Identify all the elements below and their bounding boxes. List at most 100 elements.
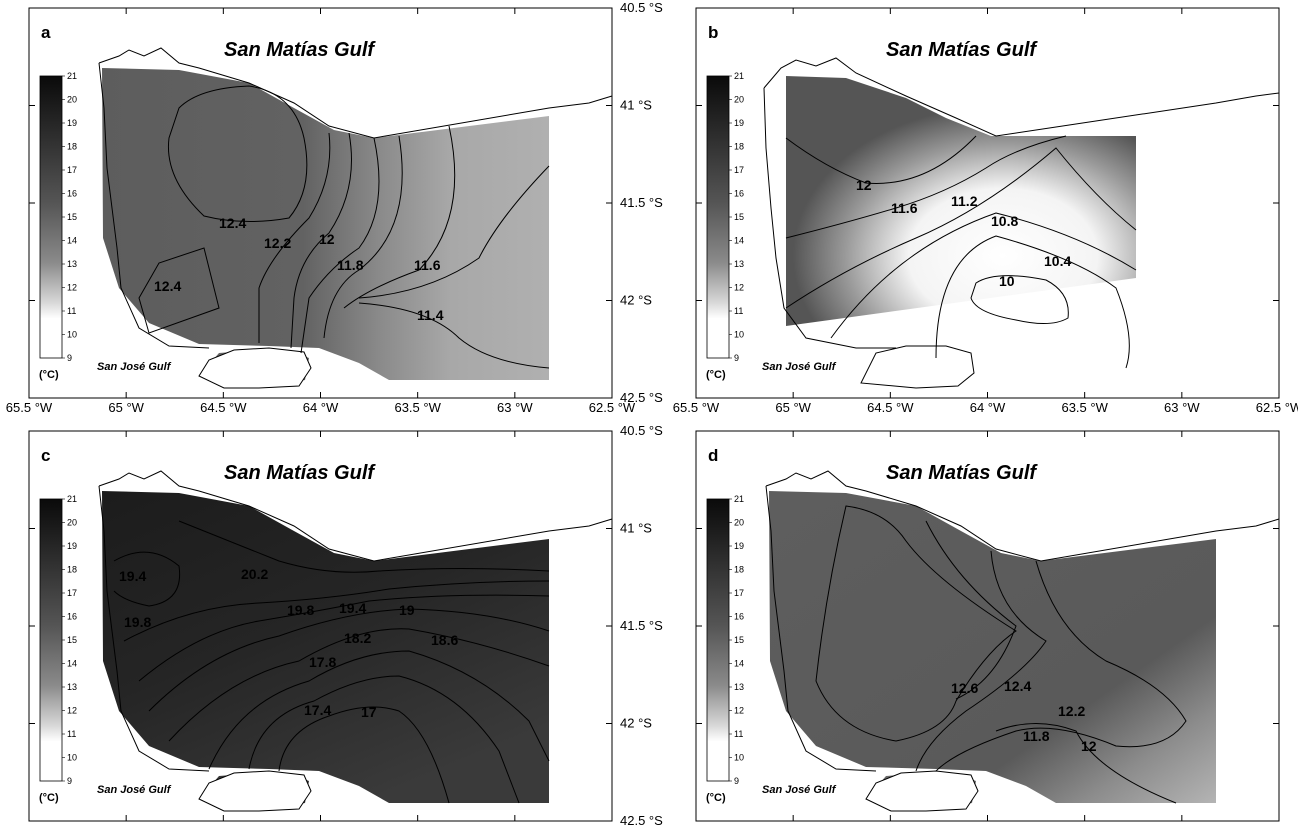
- isotherm-line: [167, 85, 308, 223]
- isotherm-line: [815, 505, 1017, 742]
- longitude-label: 65 °W: [108, 400, 144, 415]
- colorbar-tick-label: 19: [734, 541, 744, 551]
- colorbar-tick-label: 21: [67, 71, 77, 81]
- longitude-label: 65.5 °W: [6, 400, 53, 415]
- colorbar-tick-label: 15: [734, 212, 744, 222]
- colorbar-tick-label: 17: [67, 165, 77, 175]
- colorbar-tick-label: 10: [67, 330, 77, 340]
- isotherm-label: 19.4: [119, 568, 146, 584]
- latitude-label: 42 °S: [620, 716, 652, 731]
- colorbar-tick-label: 14: [734, 659, 744, 669]
- panel-letter: a: [41, 23, 51, 42]
- map-axes: 65.5 °W 65 °W 64.5 °W 64 °W 63.5 °W 63 °W 62.5…: [6, 0, 1298, 828]
- isotherm-label: 11.2: [951, 193, 978, 209]
- san-jose-gulf-label: San José Gulf: [97, 784, 172, 796]
- isotherm-label: 17.4: [304, 702, 331, 718]
- isotherm-line: [935, 560, 1187, 772]
- isotherm-line: [113, 551, 181, 607]
- isotherm-label: 17.8: [309, 654, 336, 670]
- colorbar-tick-label: 12: [734, 706, 744, 716]
- colorbar-tick-label: 14: [67, 236, 77, 246]
- colorbar-tick-label: 19: [734, 118, 744, 128]
- panel-c: 21 20 19 18 17 16 15 14 13 12 11 10 9 (°C) c San Mat…: [28, 430, 613, 822]
- colorbar-tick-label: 14: [67, 659, 77, 669]
- colorbar-tick-label: 13: [67, 259, 77, 269]
- isotherm-label: 12.6: [951, 680, 978, 696]
- panel-letter: d: [708, 446, 718, 465]
- coastline-west: [765, 485, 877, 772]
- peninsula-valdes: [860, 345, 975, 389]
- isotherm-label: 10: [999, 273, 1015, 289]
- isotherm-line: [323, 135, 403, 339]
- longitude-label: 63 °W: [497, 400, 533, 415]
- isotherm-label: 18.6: [431, 632, 458, 648]
- colorbar-tick-label: 10: [734, 330, 744, 340]
- colorbar-unit: (°C): [39, 369, 59, 381]
- colorbar-tick-label: 9: [67, 353, 72, 363]
- isotherm-line: [785, 135, 1067, 239]
- isotherm-line: [925, 520, 1017, 700]
- latitude-label: 41.5 °S: [620, 618, 663, 633]
- isotherm-label: 10.8: [991, 213, 1018, 229]
- isotherm-label: 12.2: [264, 235, 291, 251]
- longitude-label: 63 °W: [1164, 400, 1200, 415]
- isotherm-line: [138, 247, 220, 334]
- longitude-label: 63.5 °W: [1061, 400, 1108, 415]
- coastline: [763, 57, 1280, 137]
- colorbar-tick-label: 17: [734, 165, 744, 175]
- isotherm-label: 19.8: [287, 602, 314, 618]
- isotherm-line: [343, 125, 456, 309]
- colorbar-tick-label: 17: [67, 588, 77, 598]
- colorbar-tick-label: 16: [67, 189, 77, 199]
- gulf-title: San Matías Gulf: [224, 462, 376, 484]
- coastline-west: [763, 87, 896, 349]
- colorbar-tick-label: 19: [67, 118, 77, 128]
- panel-b: 21 20 19 18 17 16 15 14 13 12 11 10 9 (°C) b San Mat…: [695, 7, 1280, 399]
- longitude-label: 65 °W: [775, 400, 811, 415]
- isotherm-line: [168, 628, 550, 742]
- isotherm-line: [178, 520, 550, 573]
- san-jose-gulf-label: San José Gulf: [762, 784, 837, 796]
- colorbar-tick-label: 21: [734, 494, 744, 504]
- colorbar-ticks: 21 20 19 18 17 16 15 14 13 12 11 10 9: [62, 494, 77, 786]
- latitude-label: 42 °S: [620, 293, 652, 308]
- latitude-label: 40.5 °S: [620, 423, 663, 438]
- isotherm-line: [785, 135, 977, 184]
- isotherm-line: [278, 706, 450, 804]
- longitude-label: 64 °W: [970, 400, 1006, 415]
- longitude-label: 65.5 °W: [673, 400, 720, 415]
- colorbar-tick-label: 10: [734, 753, 744, 763]
- colorbar: [706, 498, 730, 782]
- peninsula-valdes: [198, 347, 312, 389]
- colorbar-tick-label: 12: [67, 706, 77, 716]
- colorbar-tick-label: 10: [67, 753, 77, 763]
- isotherm-line: [258, 132, 331, 343]
- isotherm-label: 19.4: [339, 600, 366, 616]
- coastline: [98, 47, 613, 139]
- isotherm-label: 17: [361, 704, 377, 720]
- isotherm-line: [915, 550, 1047, 772]
- isotherm-label: 18.2: [344, 630, 371, 646]
- isotherm-label: 12: [319, 231, 335, 247]
- isotherm-line: [785, 147, 1137, 309]
- isotherm-line: [248, 675, 520, 804]
- colorbar-tick-label: 11: [67, 306, 76, 316]
- longitude-label: 64.5 °W: [867, 400, 914, 415]
- longitude-label: 63.5 °W: [394, 400, 441, 415]
- latitude-label: 40.5 °S: [620, 0, 663, 15]
- colorbar-tick-label: 11: [734, 306, 743, 316]
- colorbar-tick-label: 9: [734, 353, 739, 363]
- panel-letter: c: [41, 446, 50, 465]
- isotherm-line: [995, 723, 1177, 804]
- isotherm-line: [123, 580, 550, 642]
- panel-letter: b: [708, 23, 718, 42]
- isotherm-label: 12: [856, 177, 872, 193]
- colorbar-ticks: 21 20 19 18 17 16 15 14 13 12 11 10 9: [729, 71, 744, 363]
- colorbar-tick-label: 17: [734, 588, 744, 598]
- coastline: [765, 470, 1280, 562]
- colorbar-tick-label: 20: [734, 95, 744, 105]
- colorbar-tick-label: 14: [734, 236, 744, 246]
- isotherm-line: [148, 608, 550, 712]
- longitude-label: 64.5 °W: [200, 400, 247, 415]
- peninsula-valdes: [198, 770, 312, 812]
